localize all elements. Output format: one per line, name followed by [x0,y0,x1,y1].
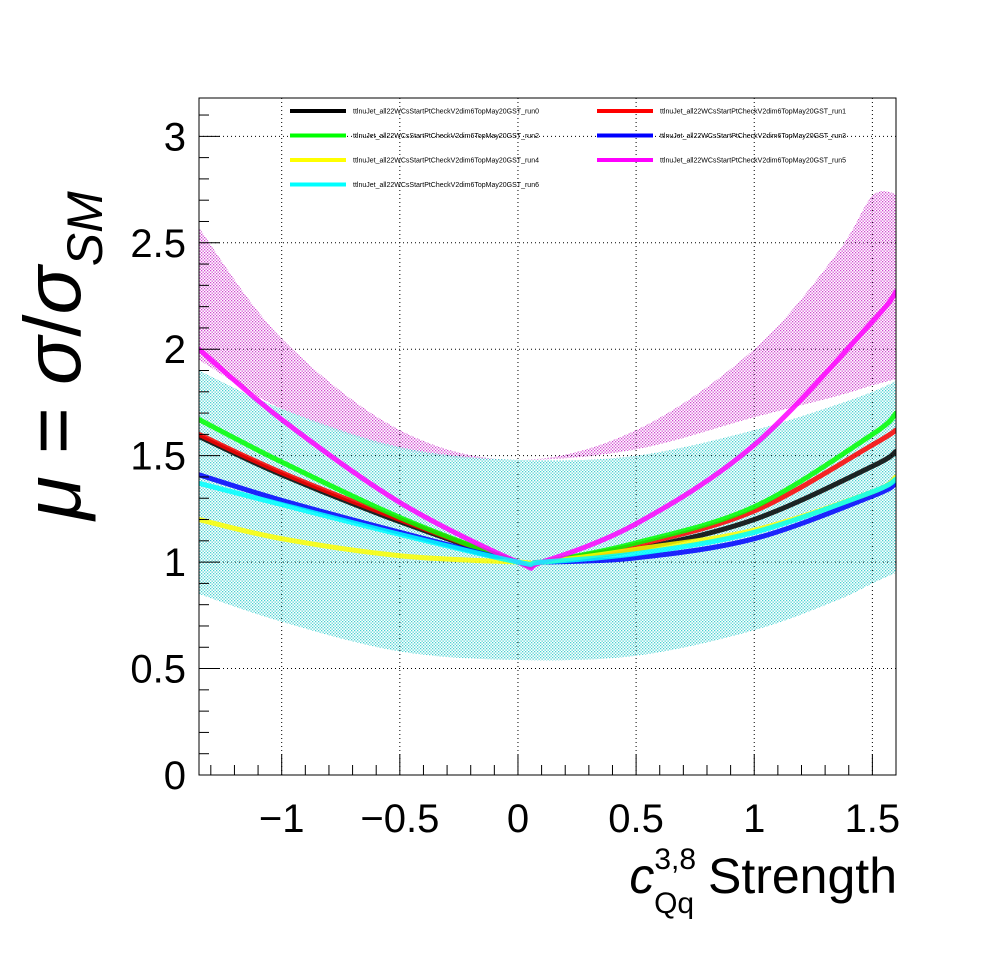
y-tick-label: 0 [164,754,186,798]
x-axis-title-main: c [629,848,654,904]
x-tick-label: −0.5 [360,797,439,841]
uncertainty-bands [199,190,896,661]
y-tick-label: 2 [164,328,186,372]
legend-label: ttlnuJet_all22WCsStartPtCheckV2dim6TopMa… [353,109,539,116]
legend-label: ttlnuJet_all22WCsStartPtCheckV2dim6TopMa… [353,182,539,189]
band-run6 [199,370,896,661]
legend-label: ttlnuJet_all22WCsStartPtCheckV2dim6TopMa… [353,158,539,165]
y-axis-title: μ = σ/σSM [8,191,113,522]
y-tick-label: 2.5 [130,222,186,266]
x-axis-title-suffix: Strength [694,848,897,904]
y-axis-title-mu: μ [8,476,97,522]
legend-label: ttlnuJet_all22WCsStartPtCheckV2dim6TopMa… [660,109,846,116]
y-tick-label: 3 [164,115,186,159]
x-axis-title-sub: Qq [654,887,694,920]
y-axis-title-slash: / [8,314,97,337]
y-tick-labels: 0 0.5 1 1.5 2 2.5 3 [130,115,186,798]
axis-ticks [199,114,897,776]
y-tick-label: 0.5 [130,648,186,692]
y-axis-title-sub: SM [57,191,113,266]
legend-label: ttlnuJet_all22WCsStartPtCheckV2dim6TopMa… [660,133,846,140]
y-axis-title-sigma: σ [8,334,97,385]
legend-label: ttlnuJet_all22WCsStartPtCheckV2dim6TopMa… [353,133,539,140]
band-run5 [199,190,896,460]
x-tick-label: −1 [259,797,305,841]
legend-label: ttlnuJet_all22WCsStartPtCheckV2dim6TopMa… [660,158,846,165]
y-tick-label: 1 [164,541,186,585]
x-tick-label: 0.5 [608,797,664,841]
series-lines [199,289,896,571]
x-axis-title: c3,8 Qq Strength [629,843,897,920]
plot-frame [198,97,897,776]
x-tick-label: 1 [743,797,765,841]
x-tick-label: 1.5 [845,797,901,841]
y-axis-title-sigma-sm: σ [8,264,97,315]
x-tick-label: 0 [507,797,529,841]
y-tick-label: 1.5 [130,435,186,479]
x-axis-title-sup: 3,8 [654,843,696,876]
legend: ttlnuJet_all22WCsStartPtCheckV2dim6TopMa… [290,109,846,189]
series-line-run6 [199,476,896,567]
y-axis-title-equals: = [8,385,97,476]
x-tick-labels: −1 −0.5 0 0.5 1 1.5 [259,797,900,841]
